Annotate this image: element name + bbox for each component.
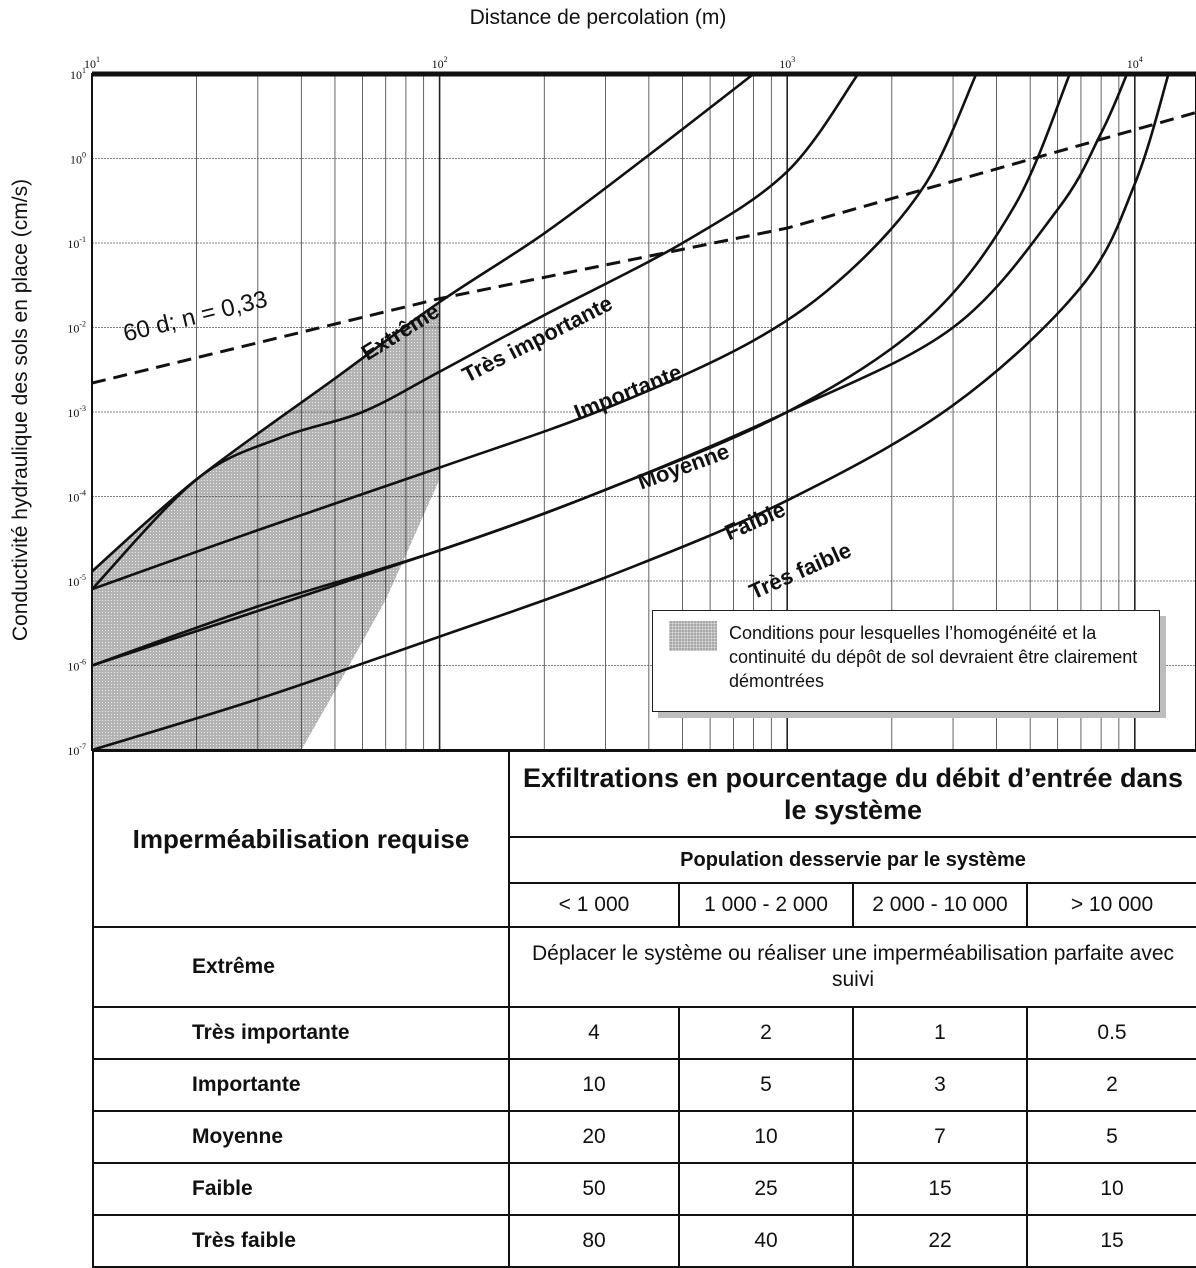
curve-label: Très importante [458,290,616,387]
dashed-line-label: 60 d; n = 0,33 [121,286,271,348]
table-cell: 22 [852,1214,1028,1268]
table-cell: 4 [508,1006,680,1060]
curve-series-1 [92,74,860,591]
legend-swatch-shaded [669,621,717,651]
row-label-extreme: Extrême [92,926,510,1008]
y-tick-label: 10-1 [67,235,86,251]
curve-series-2 [92,74,978,591]
dashed-line-60d [92,111,1196,385]
column-header: < 1 000 [508,882,680,928]
table-cell: 7 [852,1110,1028,1164]
y-tick-label: 10-3 [67,404,86,420]
table-cell: 2 [678,1006,854,1060]
y-tick-label: 10-2 [67,320,86,336]
y-tick-label: 100 [70,151,86,167]
table-cell: 20 [508,1110,680,1164]
curve-label: Très faible [745,537,855,604]
row-label: Faible [92,1162,510,1216]
x-tick-label: 101 [84,55,100,71]
table-cell: 15 [852,1162,1028,1216]
table-cell: 80 [508,1214,680,1268]
curve-series-4 [92,74,1129,667]
y-tick-label: 10-6 [67,658,86,674]
header-population: Population desservie par le système [507,836,1196,884]
table-cell: 25 [678,1162,854,1216]
y-tick-label: 10-4 [67,489,86,505]
row-label: Importante [92,1058,510,1112]
column-header: 1 000 - 2 000 [678,882,854,928]
curve-series-5 [92,74,1170,750]
header-exfiltrations: Exfiltrations en pourcentage du débit d’… [507,750,1196,838]
table-cell: 10 [1025,1162,1196,1216]
table-cell: 10 [508,1058,680,1112]
extreme-span-cell: Déplacer le système ou réaliser une impe… [507,926,1196,1008]
table-cell: 1 [852,1006,1028,1060]
table-cell: 40 [678,1214,854,1268]
column-header: 2 000 - 10 000 [852,882,1028,928]
y-tick-label: 10-7 [67,742,86,758]
exfiltration-table: Imperméabilisation requise Exfiltrations… [92,750,1196,1268]
x-tick-label: 103 [779,55,795,71]
table-cell: 0.5 [1025,1006,1196,1060]
table-cell: 5 [678,1058,854,1112]
table-cell: 3 [852,1058,1028,1112]
curve-label: Faible [721,497,789,546]
table-cell: 2 [1025,1058,1196,1112]
table-cell: 10 [678,1110,854,1164]
table-cell: 50 [508,1162,680,1216]
legend: Conditions pour lesquelles l’homogénéité… [652,610,1160,712]
row-label: Très importante [92,1006,510,1060]
x-axis-title: Distance de percolation (m) [469,6,727,29]
legend-text: Conditions pour lesquelles l’homogénéité… [729,623,1138,691]
x-tick-label: 104 [1127,55,1143,71]
y-tick-label: 10-5 [67,573,86,589]
table-cell: 15 [1025,1214,1196,1268]
header-impermeabilisation: Imperméabilisation requise [92,750,510,928]
row-label: Moyenne [92,1110,510,1164]
table-cell: 5 [1025,1110,1196,1164]
row-label: Très faible [92,1214,510,1268]
column-header: > 10 000 [1025,882,1196,928]
y-tick-label: 101 [70,66,86,82]
x-tick-label: 102 [432,55,448,71]
curve-label: Importante [570,359,685,425]
